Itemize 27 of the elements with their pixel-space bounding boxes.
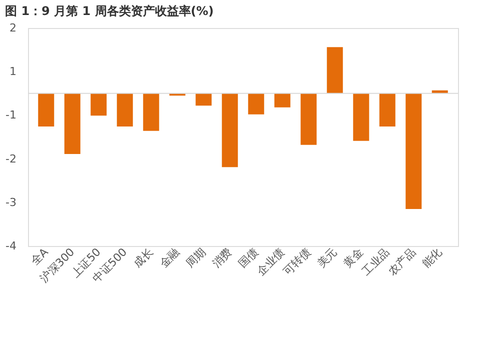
- bar: [406, 93, 422, 209]
- x-tick-label: 金融: [157, 246, 182, 270]
- x-tick-label: 周期: [184, 246, 208, 270]
- y-tick-label: -2: [6, 152, 16, 166]
- y-tick-label: -3: [6, 196, 16, 209]
- x-tick-label: 成长: [131, 246, 156, 270]
- bar: [38, 93, 54, 127]
- x-tick-label: 美元: [314, 246, 340, 270]
- x-tick-label: 能化: [420, 246, 445, 270]
- bar: [274, 93, 290, 108]
- chart-title: 图 1：9 月第 1 周各类资产收益率(%): [5, 4, 214, 18]
- bar: [379, 93, 396, 127]
- y-tick-label: -1: [6, 108, 16, 122]
- y-tick-label: 1: [10, 65, 16, 78]
- y-tick-label: -4: [6, 240, 16, 252]
- x-tick-label: 消费: [210, 246, 235, 270]
- bar: [248, 93, 264, 114]
- y-tick-label: 2: [10, 22, 16, 34]
- bar: [143, 93, 160, 131]
- bar: [90, 93, 107, 116]
- bar: [196, 93, 212, 106]
- bar: [116, 93, 133, 127]
- bar: [64, 93, 80, 154]
- bar: [353, 93, 370, 141]
- bar: [326, 47, 343, 94]
- bar: [300, 93, 317, 145]
- bar: [222, 93, 238, 168]
